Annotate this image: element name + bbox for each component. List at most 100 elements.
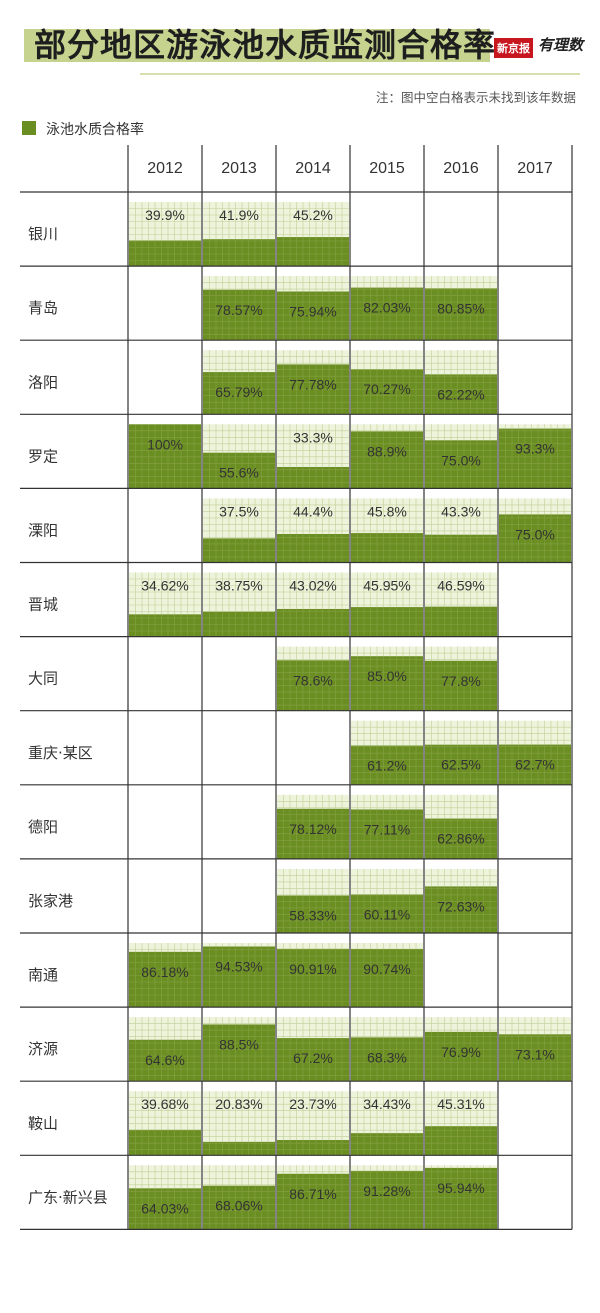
cell-grid bbox=[129, 943, 201, 1007]
value-bar bbox=[425, 288, 497, 341]
value-bar bbox=[277, 608, 349, 637]
value-label: 73.1% bbox=[515, 1046, 555, 1062]
value-label: 78.57% bbox=[215, 302, 262, 318]
data-cell-2012: 64.03% bbox=[129, 1165, 201, 1230]
data-cell-2016: 46.59% bbox=[425, 572, 497, 637]
value-bar bbox=[351, 894, 423, 933]
value-label: 85.0% bbox=[367, 668, 407, 684]
cell-grid bbox=[203, 276, 275, 341]
value-label: 60.11% bbox=[364, 906, 410, 922]
value-label: 45.8% bbox=[367, 503, 407, 519]
value-bar bbox=[351, 656, 423, 711]
cell-grid bbox=[425, 868, 497, 933]
data-cell-2015: 61.2% bbox=[351, 720, 423, 785]
year-header-2013: 2013 bbox=[221, 160, 257, 177]
value-bar bbox=[351, 607, 423, 637]
value-bar bbox=[351, 745, 423, 785]
value-bar bbox=[129, 240, 201, 266]
cell-grid bbox=[425, 720, 497, 785]
value-label: 77.11% bbox=[364, 821, 410, 837]
year-header-2016: 2016 bbox=[443, 160, 479, 177]
value-bar bbox=[277, 237, 349, 266]
region-label: 德阳 bbox=[28, 818, 58, 836]
region-label: 罗定 bbox=[28, 447, 58, 465]
value-label: 34.43% bbox=[363, 1096, 410, 1112]
data-cell-2014: 44.4% bbox=[277, 498, 349, 563]
data-cell-2017: 75.0% bbox=[499, 498, 571, 563]
value-label: 43.3% bbox=[441, 503, 481, 519]
value-label: 39.9% bbox=[145, 207, 185, 223]
data-cell-2014: 58.33% bbox=[277, 868, 349, 933]
data-cell-2017: 73.1% bbox=[499, 1017, 571, 1082]
year-header-2015: 2015 bbox=[369, 160, 405, 177]
data-cell-2016: 77.8% bbox=[425, 646, 497, 711]
value-label: 37.5% bbox=[219, 503, 259, 519]
data-cell-2013: 37.5% bbox=[203, 498, 275, 563]
region-label: 济源 bbox=[28, 1040, 58, 1058]
year-header-2017: 2017 bbox=[517, 160, 553, 177]
data-cell-2016: 62.86% bbox=[425, 794, 497, 859]
value-bar bbox=[425, 1031, 497, 1082]
value-label: 77.78% bbox=[289, 376, 336, 392]
value-label: 41.9% bbox=[219, 207, 259, 223]
value-bar bbox=[351, 948, 423, 1007]
year-header-2014: 2014 bbox=[295, 160, 331, 177]
value-label: 55.6% bbox=[219, 465, 259, 481]
value-bar bbox=[425, 440, 497, 489]
value-bar bbox=[351, 287, 423, 341]
value-bar bbox=[129, 1039, 201, 1082]
value-bar bbox=[277, 1038, 349, 1082]
value-label: 90.74% bbox=[363, 961, 410, 977]
chart-note: 注：图中空白格表示未找到该年数据 bbox=[375, 90, 576, 105]
value-bar bbox=[425, 374, 497, 415]
cell-grid bbox=[277, 646, 349, 711]
cell-grid bbox=[203, 572, 275, 637]
data-cell-2014: 78.6% bbox=[277, 646, 349, 711]
cell-grid bbox=[277, 1017, 349, 1082]
data-cell-2016: 95.94% bbox=[425, 1165, 497, 1230]
cell-grid bbox=[351, 1165, 423, 1230]
region-label: 洛阳 bbox=[28, 373, 58, 391]
title-underline bbox=[140, 73, 580, 75]
cell-grid bbox=[277, 202, 349, 266]
value-label: 39.68% bbox=[141, 1096, 188, 1112]
value-label: 43.02% bbox=[289, 578, 336, 594]
cell-grid bbox=[277, 572, 349, 637]
cell-grid bbox=[425, 1165, 497, 1230]
cell-grid bbox=[351, 572, 423, 637]
cell-grid bbox=[425, 1091, 497, 1156]
cell-grid bbox=[129, 1017, 201, 1082]
data-cell-2015: 85.0% bbox=[351, 646, 423, 711]
cell-grid bbox=[277, 943, 349, 1007]
region-label: 重庆·某区 bbox=[28, 744, 93, 762]
cell-grid bbox=[203, 1091, 275, 1156]
value-label: 94.53% bbox=[215, 959, 262, 975]
value-label: 45.31% bbox=[437, 1096, 484, 1112]
data-cell-2012: 100% bbox=[129, 424, 201, 489]
cell-grid bbox=[129, 1165, 201, 1230]
data-cell-2017: 93.3% bbox=[499, 424, 571, 489]
data-cell-2014: 43.02% bbox=[277, 572, 349, 637]
data-cell-2016: 72.63% bbox=[425, 868, 497, 933]
data-cell-2013: 78.57% bbox=[203, 276, 275, 341]
value-bar bbox=[277, 291, 349, 341]
value-label: 78.6% bbox=[293, 672, 333, 688]
brand-name: 有理数 bbox=[538, 36, 584, 54]
data-cell-2013: 38.75% bbox=[203, 572, 275, 637]
value-label: 70.27% bbox=[363, 381, 410, 397]
cell-grid bbox=[203, 943, 275, 1007]
value-label: 34.62% bbox=[141, 578, 188, 594]
value-label: 75.94% bbox=[289, 303, 336, 319]
value-bar bbox=[129, 951, 201, 1007]
value-bar bbox=[203, 1141, 275, 1156]
value-bar bbox=[203, 611, 275, 637]
value-label: 62.22% bbox=[437, 386, 484, 402]
region-label: 南通 bbox=[28, 966, 58, 984]
value-bar bbox=[203, 1185, 275, 1230]
value-bar bbox=[351, 533, 423, 563]
cell-grid bbox=[351, 794, 423, 859]
data-cell-2016: 75.0% bbox=[425, 424, 497, 489]
cell-grid bbox=[425, 1017, 497, 1082]
cell-grid bbox=[129, 572, 201, 637]
